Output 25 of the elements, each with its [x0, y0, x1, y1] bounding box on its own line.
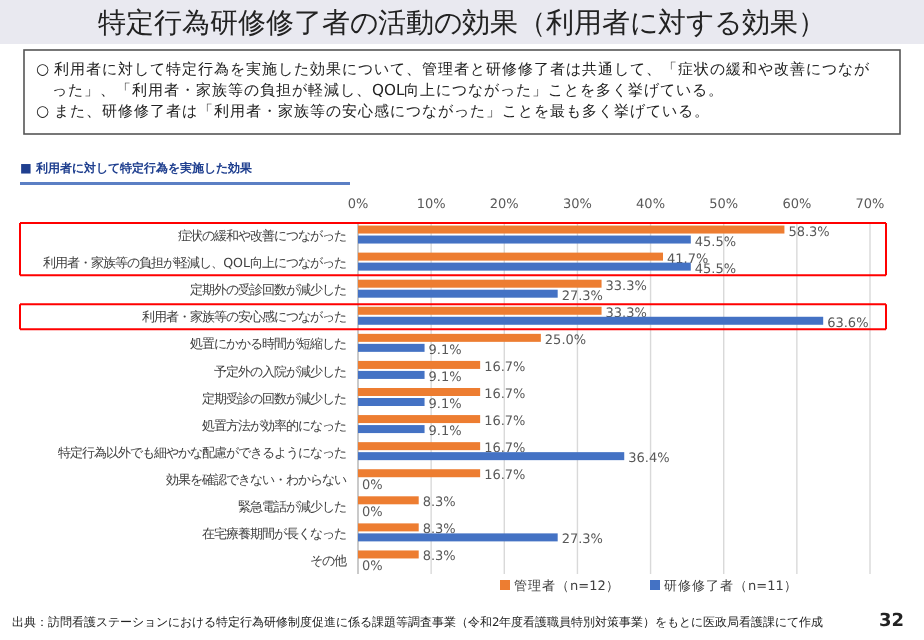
- bar: [358, 415, 481, 424]
- text: 32: [878, 612, 904, 632]
- chart-title: 特定行為研修修了者の活動の効果（利用者に対する効果）: [98, 8, 826, 40]
- bar: [358, 398, 425, 406]
- bar: [358, 523, 419, 532]
- bar: [358, 370, 425, 379]
- bar: [358, 425, 425, 434]
- bar: [358, 550, 419, 559]
- bar: [358, 333, 541, 342]
- bar: [358, 496, 419, 505]
- bar: [358, 289, 558, 298]
- bar: [358, 279, 602, 288]
- bar: [358, 469, 481, 478]
- bar: [358, 306, 602, 315]
- bar: [358, 442, 481, 451]
- bar: [358, 388, 481, 396]
- bar: [358, 343, 425, 352]
- bar: [358, 225, 785, 234]
- bar: [358, 452, 625, 461]
- bar: [358, 316, 824, 325]
- bar: [358, 360, 481, 369]
- bar: [358, 262, 691, 271]
- bar: [358, 235, 691, 244]
- bar: [358, 533, 558, 542]
- bar: [358, 252, 664, 261]
